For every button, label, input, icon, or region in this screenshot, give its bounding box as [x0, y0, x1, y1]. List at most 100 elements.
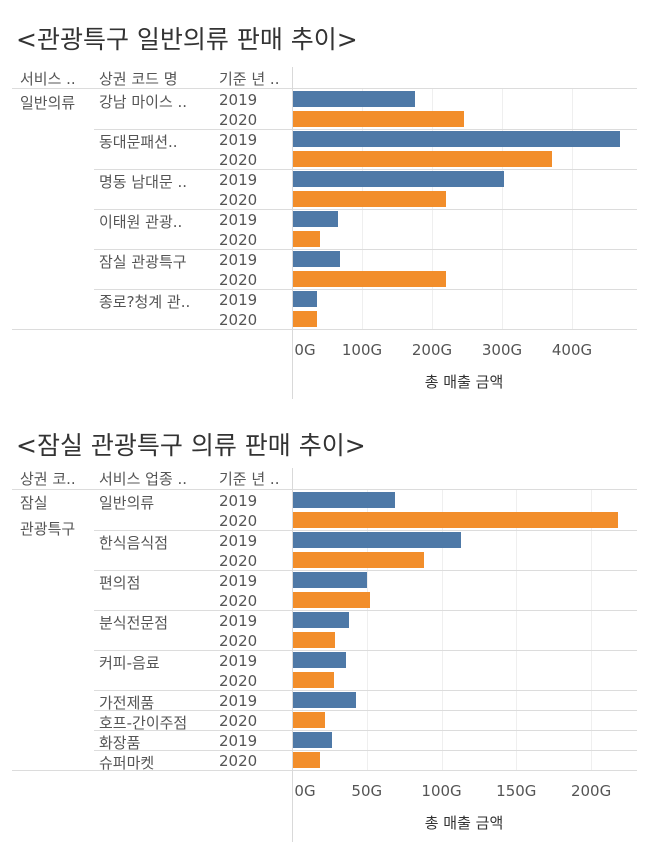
- year-label: 2020: [219, 311, 258, 329]
- header-service[interactable]: 서비스 ..: [20, 70, 76, 88]
- year-label: 2020: [219, 151, 258, 169]
- category-label[interactable]: 일반의류: [99, 494, 155, 512]
- gridline: [366, 490, 368, 770]
- outer-label: 일반의류: [20, 94, 76, 112]
- category-label[interactable]: 가전제품: [99, 694, 155, 712]
- category-label[interactable]: 분식전문점: [99, 614, 169, 632]
- bar-2019[interactable]: [292, 572, 367, 588]
- bar-2020[interactable]: [292, 191, 446, 207]
- x-tick-label: 0G: [294, 782, 316, 800]
- category-label[interactable]: 종로?청계 관..: [99, 293, 191, 311]
- x-tick-label: 100G: [421, 782, 462, 800]
- year-label: 2020: [219, 632, 258, 650]
- category-label[interactable]: 커피-음료: [99, 654, 160, 672]
- x-tick-label: 300G: [481, 341, 523, 359]
- group-divider: [94, 650, 637, 651]
- group-divider: [94, 690, 637, 691]
- gridline: [441, 490, 443, 770]
- group-divider: [94, 289, 637, 290]
- category-label[interactable]: 한식음식점: [99, 534, 169, 552]
- category-label[interactable]: 동대문패션..: [99, 133, 178, 151]
- year-label: 2020: [219, 592, 258, 610]
- year-label: 2020: [219, 752, 258, 770]
- year-label: 2019: [219, 572, 258, 590]
- year-label: 2019: [219, 612, 258, 630]
- axis-line: [292, 67, 293, 399]
- bar-2020[interactable]: [292, 111, 465, 127]
- year-label: 2019: [219, 532, 258, 550]
- year-label: 2019: [219, 91, 258, 109]
- gridline: [591, 490, 593, 770]
- x-tick-label: 150G: [496, 782, 537, 800]
- year-label: 2019: [219, 732, 258, 750]
- chart-title: <관광특구 일반의류 판매 추이>: [16, 25, 358, 54]
- x-tick-label: 200G: [411, 341, 453, 359]
- x-tick-label: 200G: [570, 782, 612, 800]
- bar-2020[interactable]: [292, 231, 320, 247]
- group-divider: [94, 710, 637, 711]
- bar-2020[interactable]: [292, 632, 336, 648]
- bar-2020[interactable]: [292, 512, 618, 528]
- bar-2019[interactable]: [292, 532, 461, 548]
- header-year[interactable]: 기준 년 ..: [219, 470, 280, 488]
- year-label: 2019: [219, 652, 258, 670]
- bar-2019[interactable]: [292, 251, 341, 267]
- year-label: 2019: [219, 131, 258, 149]
- chart-title: <잠실 관광특구 의류 판매 추이>: [16, 431, 366, 460]
- category-label[interactable]: 명동 남대문 ..: [99, 173, 188, 191]
- category-label[interactable]: 이태원 관광..: [99, 213, 183, 231]
- bar-2020[interactable]: [292, 672, 334, 688]
- group-divider: [94, 129, 637, 130]
- gridline: [516, 490, 518, 770]
- category-label[interactable]: 호프-간이주점: [99, 714, 188, 732]
- outer-label-line-2: 관광특구: [20, 520, 76, 538]
- category-label[interactable]: 편의점: [99, 574, 141, 592]
- bar-2020[interactable]: [292, 151, 552, 167]
- bar-2020[interactable]: [292, 311, 317, 327]
- year-label: 2020: [219, 271, 258, 289]
- group-divider: [94, 530, 637, 531]
- header-area-code[interactable]: 상권 코..: [20, 470, 76, 488]
- rows-bottom-line: [12, 329, 637, 330]
- x-tick-label: 100G: [341, 341, 383, 359]
- category-label[interactable]: 슈퍼마켓: [99, 754, 155, 772]
- bar-2020[interactable]: [292, 592, 370, 608]
- header-divider: [12, 489, 637, 490]
- year-label: 2020: [219, 712, 258, 730]
- group-divider: [94, 610, 637, 611]
- bar-2019[interactable]: [292, 91, 415, 107]
- x-axis-title: 총 매출 금액: [424, 814, 504, 832]
- bar-2019[interactable]: [292, 211, 338, 227]
- year-label: 2019: [219, 251, 258, 269]
- category-label[interactable]: 강남 마이스 ..: [99, 93, 188, 111]
- header-year[interactable]: 기준 년 ..: [219, 70, 280, 88]
- bar-2020[interactable]: [292, 752, 321, 768]
- x-tick-label: 400G: [551, 341, 593, 359]
- header-area-name[interactable]: 상권 코드 명: [99, 70, 178, 88]
- outer-label-line-1: 잠실: [20, 494, 48, 512]
- year-label: 2020: [219, 231, 258, 249]
- bar-2019[interactable]: [292, 692, 357, 708]
- bar-2019[interactable]: [292, 171, 505, 187]
- bar-2019[interactable]: [292, 492, 396, 508]
- x-tick-label: 0G: [294, 341, 316, 359]
- header-service-type[interactable]: 서비스 업종 ..: [99, 470, 188, 488]
- year-label: 2020: [219, 111, 258, 129]
- bar-2019[interactable]: [292, 732, 333, 748]
- bar-2019[interactable]: [292, 612, 349, 628]
- year-label: 2019: [219, 291, 258, 309]
- bar-2019[interactable]: [292, 291, 317, 307]
- bar-2020[interactable]: [292, 712, 325, 728]
- year-label: 2020: [219, 512, 258, 530]
- bar-2020[interactable]: [292, 552, 424, 568]
- bar-2019[interactable]: [292, 652, 346, 668]
- category-label[interactable]: 잠실 관광특구: [99, 253, 187, 271]
- rows-bottom-line: [12, 770, 637, 771]
- bar-2020[interactable]: [292, 271, 446, 287]
- group-divider: [94, 209, 637, 210]
- bar-2019[interactable]: [292, 131, 620, 147]
- group-divider: [94, 570, 637, 571]
- category-label[interactable]: 화장품: [99, 734, 141, 752]
- year-label: 2019: [219, 171, 258, 189]
- year-label: 2020: [219, 191, 258, 209]
